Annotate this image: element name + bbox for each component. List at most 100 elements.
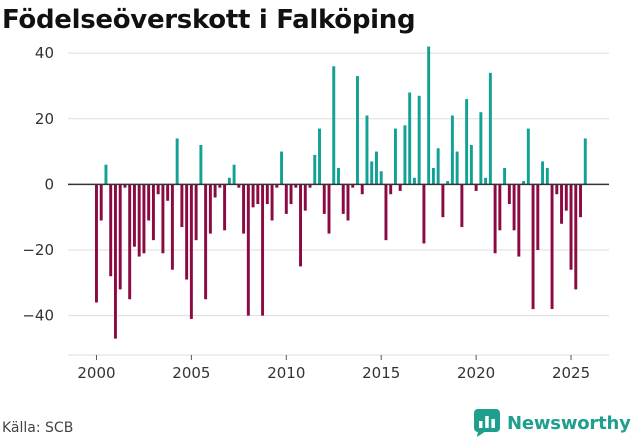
bar xyxy=(123,184,127,188)
bar xyxy=(517,184,521,257)
x-tick-label: 2020 xyxy=(457,364,495,382)
bar xyxy=(579,184,582,218)
x-tick-label: 2015 xyxy=(362,364,400,382)
bar xyxy=(327,184,331,234)
bar xyxy=(128,184,132,300)
bar xyxy=(531,184,535,310)
bar xyxy=(545,167,549,185)
bar xyxy=(109,184,113,277)
bar xyxy=(95,184,98,303)
bar xyxy=(365,115,369,185)
bar xyxy=(147,184,151,221)
bar xyxy=(137,184,141,257)
bar xyxy=(232,164,236,185)
bar xyxy=(242,184,246,234)
bar xyxy=(484,177,488,185)
bar xyxy=(185,184,189,280)
bar xyxy=(450,115,454,185)
bar xyxy=(204,184,208,300)
bar xyxy=(284,184,288,214)
bar xyxy=(351,184,355,188)
bar xyxy=(175,138,179,185)
bar xyxy=(422,184,426,244)
bar xyxy=(246,184,250,316)
bars xyxy=(95,46,587,339)
y-tick-label: −40 xyxy=(22,307,54,325)
bar xyxy=(569,184,573,270)
bar xyxy=(403,125,407,185)
x-tick-label: 2005 xyxy=(172,364,210,382)
bar xyxy=(341,184,345,214)
bar xyxy=(583,138,587,185)
bar xyxy=(223,184,227,231)
bar xyxy=(166,184,170,201)
bar xyxy=(431,167,435,185)
bar xyxy=(227,177,231,185)
bar xyxy=(455,151,459,185)
bar xyxy=(313,154,317,185)
bar xyxy=(308,184,312,188)
bar xyxy=(541,161,545,185)
bar xyxy=(503,167,507,185)
bar xyxy=(493,184,497,254)
bar xyxy=(379,171,383,185)
y-tick-label: 0 xyxy=(44,175,54,193)
bar xyxy=(474,184,478,191)
bar xyxy=(479,112,483,185)
chart-title: Födelseöverskott i Falköping xyxy=(2,5,416,35)
bar xyxy=(256,184,260,205)
y-axis-labels: 40 20 0 −20 −40 xyxy=(22,44,54,325)
newsworthy-logo-icon xyxy=(474,409,500,437)
brand-logo[interactable]: Newsworthy xyxy=(474,406,631,440)
bar xyxy=(441,184,445,218)
bar xyxy=(218,184,222,188)
source-label: Källa: SCB xyxy=(2,420,74,436)
bar xyxy=(356,76,359,185)
bar xyxy=(142,184,146,254)
bar xyxy=(512,184,516,231)
bar xyxy=(118,184,122,290)
bar xyxy=(526,128,530,185)
bar xyxy=(303,184,307,211)
bar xyxy=(265,184,269,205)
bar xyxy=(374,151,378,185)
bar xyxy=(384,184,388,241)
bar xyxy=(536,184,540,251)
bar xyxy=(170,184,174,270)
bar xyxy=(294,184,298,188)
bar xyxy=(393,128,397,185)
bar xyxy=(280,151,284,185)
y-tick-label: −20 xyxy=(22,241,54,259)
bar xyxy=(564,184,568,211)
y-tick-label: 40 xyxy=(35,44,54,62)
bar xyxy=(318,128,321,185)
bar xyxy=(161,184,165,254)
bar xyxy=(213,184,217,198)
bar xyxy=(208,184,212,234)
bar xyxy=(299,184,302,267)
bar xyxy=(574,184,578,290)
bar xyxy=(507,184,511,205)
bar xyxy=(99,184,103,221)
bar xyxy=(389,184,393,195)
bar xyxy=(465,99,469,185)
bar xyxy=(237,184,241,188)
bar xyxy=(132,184,136,247)
x-tick-label: 2025 xyxy=(552,364,590,382)
bar xyxy=(332,66,336,185)
bar xyxy=(270,184,274,221)
x-tick-label: 2010 xyxy=(267,364,305,382)
bar xyxy=(436,148,440,185)
bar xyxy=(113,184,117,339)
bar xyxy=(446,181,450,185)
x-tick-label: 2000 xyxy=(77,364,115,382)
y-tick-label: 20 xyxy=(35,110,54,128)
bar xyxy=(251,184,255,208)
bar xyxy=(156,184,160,195)
bar xyxy=(346,184,350,221)
bar xyxy=(408,92,412,185)
bar xyxy=(360,184,364,195)
bar xyxy=(322,184,326,214)
bar xyxy=(151,184,155,241)
